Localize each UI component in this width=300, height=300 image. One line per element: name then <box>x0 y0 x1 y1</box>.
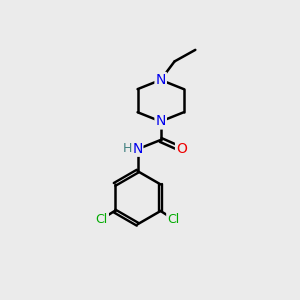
Text: O: O <box>176 142 187 156</box>
Text: Cl: Cl <box>96 213 108 226</box>
Text: N: N <box>155 73 166 87</box>
Text: Cl: Cl <box>167 213 179 226</box>
Text: N: N <box>132 142 143 156</box>
Text: H: H <box>123 142 133 154</box>
Text: N: N <box>155 115 166 128</box>
